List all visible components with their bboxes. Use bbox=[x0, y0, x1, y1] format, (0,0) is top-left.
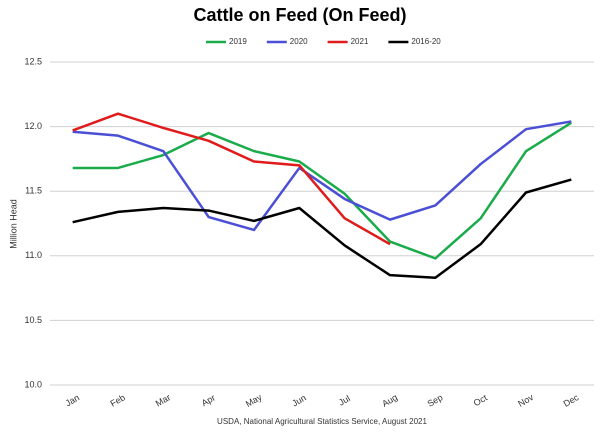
x-tick-label: Apr bbox=[200, 393, 217, 409]
y-tick-label: 11.5 bbox=[25, 186, 42, 196]
y-tick-label: 10.5 bbox=[24, 315, 42, 325]
x-tick-label: Dec bbox=[562, 392, 581, 409]
y-axis-label: Million Head bbox=[8, 199, 18, 249]
series-line bbox=[72, 120, 572, 232]
series-line bbox=[72, 112, 391, 246]
chart-title: Cattle on Feed (On Feed) bbox=[193, 5, 406, 25]
x-tick-label: Nov bbox=[516, 392, 535, 409]
x-tick-label: Jan bbox=[64, 392, 82, 408]
x-tick-label: Jun bbox=[290, 392, 308, 408]
legend-label: 2019 bbox=[229, 37, 247, 46]
x-tick-label: Feb bbox=[108, 392, 126, 408]
series-line bbox=[72, 121, 572, 260]
x-tick-label: Mar bbox=[154, 392, 172, 408]
x-tick-label: Aug bbox=[380, 392, 399, 409]
legend-label: 2016-20 bbox=[411, 37, 441, 46]
legend-label: 2021 bbox=[351, 37, 369, 46]
x-tick-label: Jul bbox=[337, 393, 352, 407]
y-tick-label: 10.0 bbox=[24, 379, 42, 389]
series-line bbox=[72, 178, 572, 280]
source-note: USDA, National Agricultural Statistics S… bbox=[217, 417, 427, 426]
y-tick-label: 12.5 bbox=[24, 56, 42, 66]
legend-label: 2020 bbox=[290, 37, 308, 46]
y-tick-label: 11.0 bbox=[25, 250, 42, 260]
x-tick-label: May bbox=[244, 392, 264, 409]
y-tick-label: 12.0 bbox=[24, 121, 42, 131]
x-tick-label: Sep bbox=[426, 392, 445, 409]
x-tick-label: Oct bbox=[472, 392, 490, 408]
